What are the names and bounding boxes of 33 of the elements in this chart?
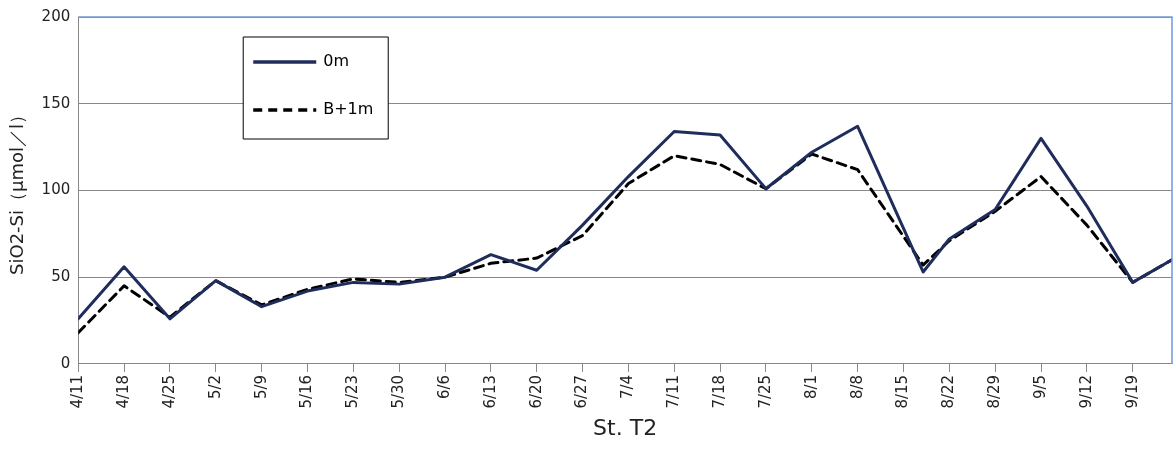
y-axis-title: SiO2-Si（μmol／l） (6, 105, 28, 275)
x-tick-label: 6/27 (572, 374, 591, 409)
y-tick-label: 150 (41, 93, 71, 112)
x-tick-label: 9/5 (1030, 374, 1049, 400)
y-tick-label: 0 (60, 353, 71, 372)
legend-label: B+1m (323, 99, 374, 119)
x-tick-label: 6/20 (526, 374, 545, 409)
x-tick-label: 4/11 (68, 374, 87, 409)
x-tick-label: 9/12 (1076, 374, 1095, 409)
x-tick-label: 9/19 (1122, 374, 1141, 409)
x-tick-label: 8/22 (939, 374, 958, 409)
y-tick-label: 50 (51, 267, 71, 286)
x-tick-label: 4/25 (159, 374, 178, 409)
y-tick-label: 100 (41, 180, 71, 199)
x-tick-label: 7/18 (709, 374, 728, 409)
x-tick-label: 8/29 (985, 374, 1004, 409)
x-tick-label: 5/16 (297, 374, 316, 409)
x-tick-label: 8/1 (801, 374, 820, 400)
x-tick-label: 7/4 (618, 374, 637, 400)
x-tick-label: 8/8 (847, 374, 866, 400)
legend-label: 0m (323, 51, 349, 71)
x-tick-label: 7/11 (664, 374, 683, 409)
x-tick-label: 6/6 (434, 374, 453, 400)
x-tick-label: 5/9 (251, 374, 270, 400)
x-tick-label: 5/30 (389, 374, 408, 409)
x-axis-title: St. T2 (593, 414, 658, 440)
x-tick-label: 7/25 (755, 374, 774, 409)
x-tick-label: 5/23 (343, 374, 362, 409)
x-tick-label: 4/18 (113, 374, 132, 409)
x-tick-label: 6/13 (480, 374, 499, 409)
x-tick-label: 5/2 (205, 374, 224, 400)
y-tick-label: 200 (41, 6, 71, 25)
x-tick-label: 8/15 (893, 374, 912, 409)
